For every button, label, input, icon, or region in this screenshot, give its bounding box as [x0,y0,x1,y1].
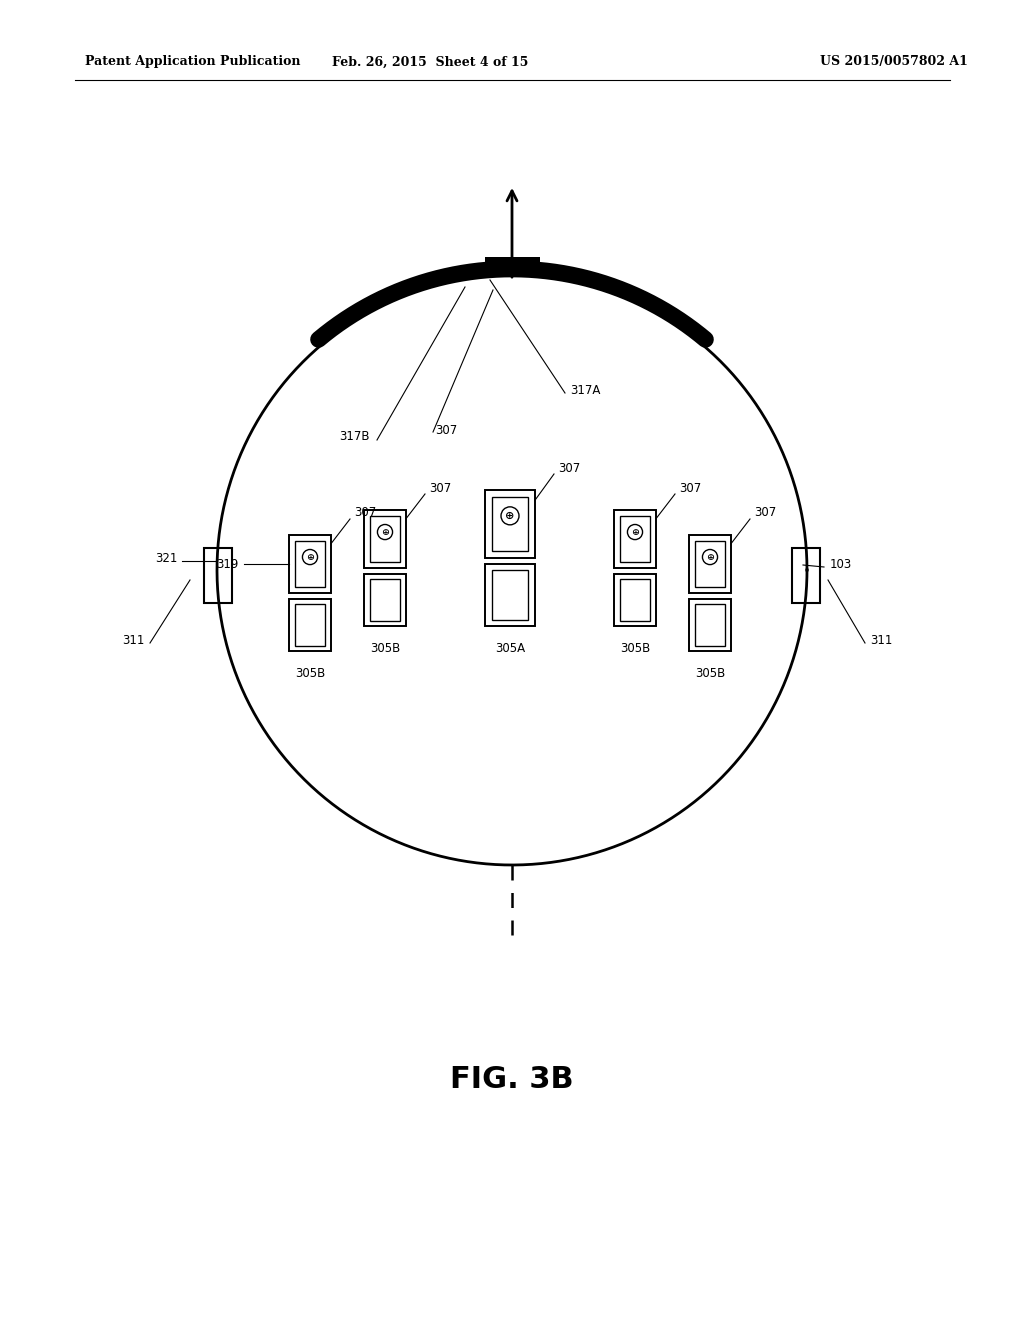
Bar [204,548,232,602]
Bar [370,579,400,620]
Text: 317B: 317B [340,430,370,444]
Bar [695,541,725,587]
Bar [620,516,650,562]
Bar [295,605,326,645]
Text: ⊕: ⊕ [381,528,389,536]
Circle shape [501,507,519,525]
Text: Feb. 26, 2015  Sheet 4 of 15: Feb. 26, 2015 Sheet 4 of 15 [332,55,528,69]
Bar [792,548,820,602]
Bar [614,574,656,626]
Circle shape [302,549,317,565]
Circle shape [628,524,643,540]
Circle shape [702,549,718,565]
Bar [484,257,540,275]
Text: 307: 307 [754,507,776,520]
Text: 305B: 305B [695,667,725,680]
Bar [620,579,650,620]
Bar [289,535,331,593]
Text: 305A: 305A [495,642,525,655]
Text: ⊕: ⊕ [631,528,639,536]
Text: ⊕: ⊕ [306,553,314,561]
Text: Patent Application Publication: Patent Application Publication [85,55,300,69]
Text: 311: 311 [123,634,145,647]
Bar [492,570,528,620]
Text: 307: 307 [558,462,581,474]
Bar [289,599,331,651]
Text: ⊕: ⊕ [505,511,515,521]
Bar [689,599,731,651]
Text: 311: 311 [870,634,892,647]
Text: 317A: 317A [570,384,600,396]
Bar [295,541,326,587]
Text: 305B: 305B [295,667,326,680]
Text: FIG. 3B: FIG. 3B [451,1065,573,1094]
Circle shape [378,524,392,540]
Bar [364,510,406,568]
Text: 305B: 305B [620,642,650,655]
Text: 305B: 305B [370,642,400,655]
Text: ⊕: ⊕ [706,553,714,561]
Bar [695,605,725,645]
Text: 307: 307 [679,482,701,495]
Text: 307: 307 [429,482,452,495]
Bar [370,516,400,562]
Bar [485,564,535,626]
Text: 307: 307 [354,507,376,520]
Text: 319: 319 [217,557,239,570]
Text: US 2015/0057802 A1: US 2015/0057802 A1 [820,55,968,69]
Bar [614,510,656,568]
Bar [689,535,731,593]
Bar [364,574,406,626]
Text: 307: 307 [435,424,458,437]
Text: 103: 103 [830,558,852,572]
Bar [492,496,528,552]
Bar [485,490,535,558]
Text: 321: 321 [156,552,178,565]
